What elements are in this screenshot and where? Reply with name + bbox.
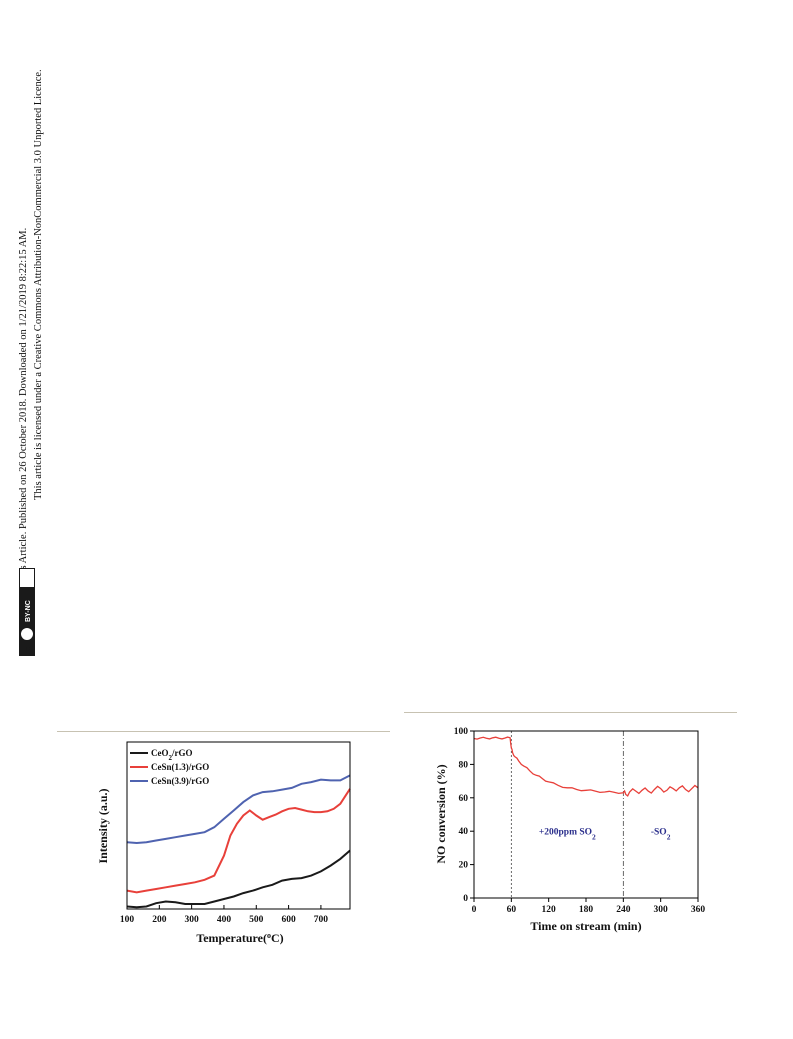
intensity-x-tick-label-3: 400 [217, 915, 232, 925]
intensity-x-tick-label-6: 700 [314, 915, 329, 925]
no-conversion-y-tick-label-4: 80 [459, 760, 469, 770]
intensity-legend-label-2: CeSn(3.9)/rGO [151, 776, 209, 786]
no-conversion-x-tick-label-0: 0 [472, 905, 477, 915]
no-conversion-x-tick-label-3: 180 [579, 905, 594, 915]
intensity-series-line-0 [126, 849, 351, 909]
no-conversion-x-tick-label-5: 300 [654, 905, 669, 915]
no-conversion-annotation-1: -SO2 [651, 828, 671, 842]
no-conversion-y-tick-label-3: 60 [459, 794, 469, 804]
no-conversion-y-axis-title: NO conversion (%) [434, 764, 448, 863]
no-conversion-annotation-0: +200ppm SO2 [539, 828, 596, 842]
intensity-x-tick-label-2: 300 [185, 915, 200, 925]
intensity-x-axis-title: Temperature(oC) [196, 931, 283, 946]
notice-line-2: This article is licensed under a Creativ… [33, 69, 44, 500]
intensity-series-line-1 [126, 788, 351, 894]
no-conversion-y-tick-label-1: 20 [459, 861, 469, 871]
cc-symbol: cc [23, 647, 32, 655]
no-conversion-x-tick-label-1: 60 [507, 905, 517, 915]
cc-by-nc-badge-icon[interactable]: cc BY-NC [19, 568, 35, 656]
no-conversion-y-tick-label-0: 0 [463, 894, 468, 904]
no-conversion-x-tick-label-4: 240 [616, 905, 631, 915]
intensity-legend-label-0: CeO2/rGO [151, 748, 193, 762]
right-separator-rule [404, 712, 737, 713]
left-separator-rule [57, 731, 390, 732]
intensity-x-tick-label-5: 600 [281, 915, 296, 925]
licence-notice-svg: Open Access Article. Published on 26 Oct… [18, 69, 44, 656]
intensity-x-tick-label-1: 200 [152, 915, 167, 925]
intensity-x-tick-label-4: 500 [249, 915, 264, 925]
no-conversion-plot-frame [473, 730, 699, 899]
intensity-plot-frame [126, 741, 351, 910]
intensity-series-line-2 [126, 774, 351, 845]
intensity-x-tick-label-0: 100 [120, 915, 135, 925]
no-conversion-x-axis-title: Time on stream (min) [530, 919, 641, 933]
no-conversion-y-tick-label-5: 100 [454, 727, 469, 737]
no-conversion-series-line-0 [473, 736, 699, 797]
licence-notice: Open Access Article. Published on 26 Oct… [0, 0, 50, 660]
notice-line-1: Open Access Article. Published on 26 Oct… [18, 228, 29, 620]
no-conversion-y-tick-label-2: 40 [459, 827, 469, 837]
no-conversion-x-tick-label-6: 360 [691, 905, 706, 915]
no-conversion-x-tick-label-2: 120 [542, 905, 557, 915]
badge-label: BY-NC [25, 600, 32, 622]
intensity-legend-label-1: CeSn(1.3)/rGO [151, 762, 209, 772]
intensity-y-axis-title: Intensity (a.u.) [96, 788, 110, 863]
